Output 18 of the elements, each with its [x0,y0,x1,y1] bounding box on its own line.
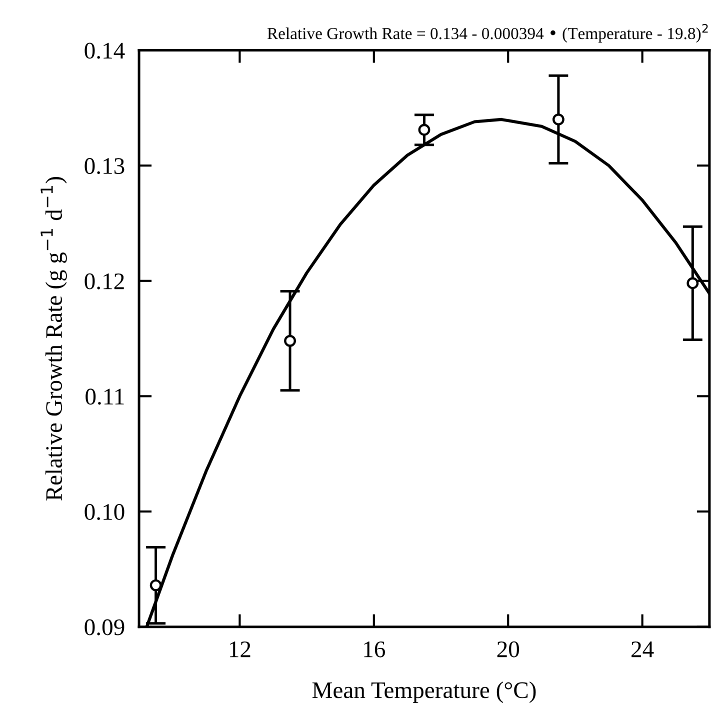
x-tick-label: 12 [230,641,250,658]
y-tick-label: 0.11 [86,388,124,405]
point [150,579,162,592]
x-tick-label: 16 [364,641,386,658]
y-tick-label: 0.13 [84,158,124,174]
y-tick-label: 0.10 [84,504,124,520]
point [552,113,564,126]
x-axis-title: Mean Temperature (°C) [312,682,536,703]
y-tick-label: 0.14 [84,42,125,59]
x-tick-label: 24 [632,641,654,658]
chart-title: Relative Growth Rate = 0.134 - 0.000394 • (Temperature - 19.8)$^{2}$ [267,24,708,43]
y-tick-label: 0.09 [84,619,124,636]
point [284,334,296,347]
x-tick-label: 20 [497,641,520,658]
y-axis-title: Relative Growth Rate (g g$^{−1}$ d$^{−1}$) [40,177,67,501]
y-tick-label: 0.12 [84,273,124,290]
point [686,277,699,290]
point [418,124,430,136]
